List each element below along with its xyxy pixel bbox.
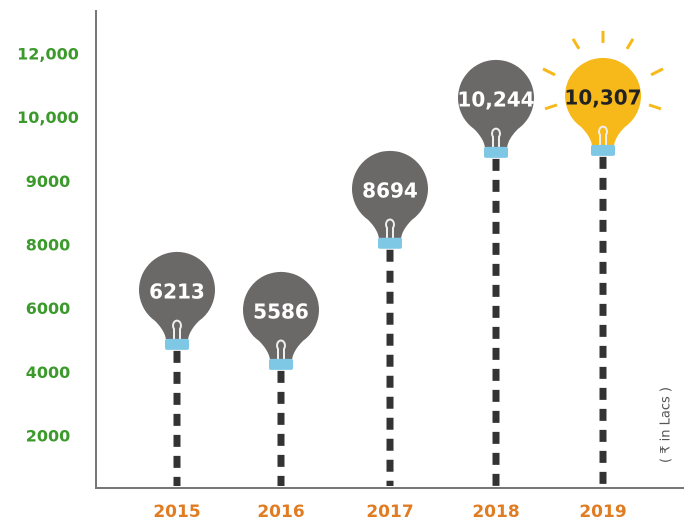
bulb: 10,244 xyxy=(457,60,534,486)
y-tick-label: 10,000 xyxy=(17,108,79,127)
ray xyxy=(627,39,633,49)
y-tick-label: 2000 xyxy=(26,427,71,446)
chart: ( ₹ in Lacs ) 2000 4000 6000 8000 9000 10,000… xyxy=(0,0,684,522)
value-label: 6213 xyxy=(149,279,205,303)
bulb-cap xyxy=(484,147,508,158)
y-tick-label: 9000 xyxy=(26,172,71,191)
x-tick-label: 2017 xyxy=(366,502,413,522)
bulb: 6213 xyxy=(139,252,215,486)
bulb-cap xyxy=(378,238,402,249)
ray xyxy=(651,69,663,75)
x-tick-label: 2018 xyxy=(472,502,519,522)
y-tick-label: 8000 xyxy=(26,235,71,254)
value-label: 5586 xyxy=(253,299,309,323)
x-tick-label: 2015 xyxy=(153,502,200,522)
unit-label: ( ₹ in Lacs ) xyxy=(659,387,674,463)
ray xyxy=(543,69,555,75)
bulb-cap xyxy=(165,339,189,350)
y-tick-label: 12,000 xyxy=(17,44,79,63)
value-label: 8694 xyxy=(362,178,418,202)
bulb: 5586 xyxy=(243,272,319,486)
bulb: 8694 xyxy=(352,151,428,486)
ray xyxy=(649,105,661,109)
value-label: 10,244 xyxy=(457,87,534,111)
x-tick-label: 2016 xyxy=(257,502,304,522)
bulb-cap xyxy=(591,145,615,156)
value-label: 10,307 xyxy=(564,85,641,109)
ray xyxy=(573,39,579,49)
page: ( ₹ in Lacs ) 2000 4000 6000 8000 9000 10,000… xyxy=(0,0,684,522)
ray xyxy=(545,105,557,109)
x-tick-label: 2019 xyxy=(579,502,626,522)
bulb-cap xyxy=(269,359,293,370)
y-tick-label: 4000 xyxy=(26,363,71,382)
y-tick-label: 6000 xyxy=(26,299,71,318)
bulb: 10,307 xyxy=(543,31,663,486)
